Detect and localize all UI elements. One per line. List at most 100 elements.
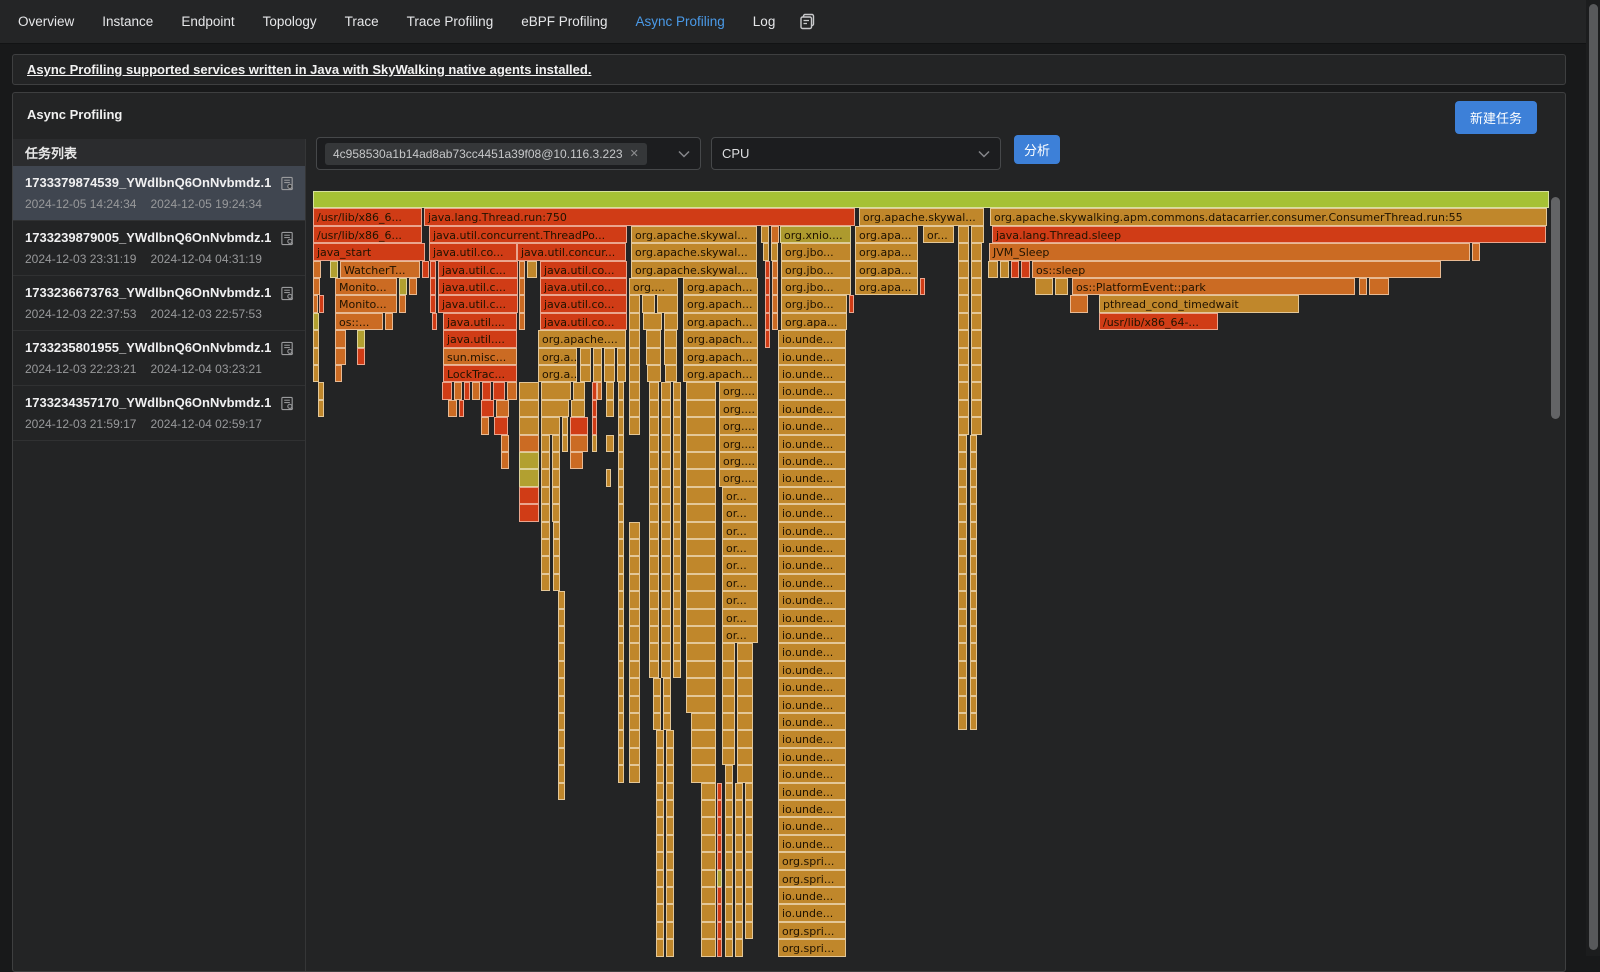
flame-frame[interactable] [701,939,716,956]
flame-frame[interactable] [357,348,365,365]
flame-frame[interactable] [618,382,624,399]
flame-frame[interactable]: org.apach... [683,330,758,347]
flame-frame[interactable] [958,330,969,347]
flame-frame[interactable]: org.spri... [778,939,846,956]
flame-frame[interactable] [725,765,733,782]
flame-frame[interactable] [541,400,569,417]
flame-frame[interactable] [737,713,753,730]
flame-frame[interactable] [666,904,674,921]
flame-frame[interactable] [1070,295,1088,312]
flame-frame[interactable] [618,765,624,782]
flame-frame[interactable] [971,400,982,417]
flame-frame[interactable] [970,504,977,521]
task-detail-icon[interactable] [280,286,295,306]
flame-frame[interactable] [553,556,560,573]
flame-frame[interactable] [558,713,565,730]
flame-frame[interactable] [541,522,550,539]
flame-frame[interactable]: io.unde... [778,382,846,399]
flame-frame[interactable] [661,487,671,504]
flame-frame[interactable] [701,904,716,921]
page-scrollbar[interactable] [1589,4,1598,950]
flame-frame[interactable] [701,800,716,817]
flame-frame[interactable] [604,365,615,382]
task-detail-icon[interactable] [280,396,295,416]
flame-frame[interactable] [1359,278,1367,295]
banner-link[interactable]: Async Profiling supported services writt… [27,62,591,77]
flame-frame[interactable] [399,295,406,312]
flame-frame[interactable] [958,539,967,556]
flame-frame[interactable] [664,348,677,365]
flame-frame[interactable] [725,939,733,956]
flame-frame[interactable] [958,417,969,434]
flame-frame[interactable] [649,539,659,556]
flame-frame[interactable] [553,539,560,556]
flame-frame[interactable] [661,400,671,417]
flame-frame[interactable] [722,661,735,678]
flame-frame[interactable] [673,417,681,434]
flame-frame[interactable] [330,261,338,278]
flame-frame[interactable]: io.unde... [778,591,846,608]
flame-frame[interactable] [1021,261,1030,278]
flame-frame[interactable] [580,365,591,382]
flame-frame[interactable]: or... [722,591,758,608]
flame-frame[interactable] [661,591,671,608]
flame-frame[interactable] [735,922,743,939]
flame-frame[interactable] [958,400,969,417]
flame-frame[interactable] [399,278,407,295]
flame-frame[interactable] [629,539,640,556]
flame-frame[interactable] [958,591,967,608]
flame-frame[interactable] [606,400,614,417]
flame-frame[interactable]: org.apa... [855,261,918,278]
flame-frame[interactable] [970,713,977,730]
flame-frame[interactable] [501,435,509,452]
flame-frame[interactable] [725,904,733,921]
task-list-item[interactable]: 1733379874539_YWdlbnQ6OnNvbmdz.12024-12-… [13,166,305,221]
flame-frame[interactable] [459,400,464,417]
flame-frame[interactable] [701,783,716,800]
flame-frame[interactable]: java.util.co... [540,295,627,312]
flame-frame[interactable] [673,452,681,469]
flame-frame[interactable]: java.lang.Thread.sleep [992,226,1546,243]
flame-frame[interactable]: io.unde... [778,626,846,643]
flame-frame[interactable] [686,661,716,678]
flame-frame[interactable] [618,626,624,643]
flame-frame[interactable] [745,817,753,834]
flame-frame[interactable] [656,870,664,887]
flame-frame[interactable] [656,730,664,747]
flame-frame[interactable] [629,295,640,312]
flame-frame[interactable] [629,330,640,347]
flame-frame[interactable] [772,261,778,278]
flame-frame[interactable] [656,887,664,904]
flame-frame[interactable] [558,643,565,660]
flame-frame[interactable] [653,678,661,695]
flame-frame[interactable]: org.apache.skywal... [859,208,984,225]
flame-frame[interactable] [735,904,743,921]
flame-frame[interactable]: io.unde... [778,817,846,834]
flame-frame[interactable]: org.apa... [855,226,918,243]
flame-frame[interactable] [558,783,565,800]
flame-frame[interactable] [971,365,982,382]
flame-frame[interactable]: org.apach... [683,348,758,365]
flame-frame[interactable]: io.unde... [778,887,846,904]
flame-frame[interactable] [656,817,664,834]
flame-frame[interactable] [958,574,967,591]
flame-frame[interactable] [519,313,525,330]
flame-frame[interactable] [717,835,722,852]
flame-frame[interactable] [618,609,624,626]
flame-frame[interactable] [472,382,480,399]
flame-frame[interactable] [771,243,778,260]
flame-frame[interactable] [649,487,659,504]
flame-frame[interactable]: org.a... [538,348,577,365]
flame-frame[interactable] [656,783,664,800]
flame-frame[interactable] [629,730,640,747]
flame-frame[interactable] [958,452,967,469]
flame-frame[interactable] [558,765,565,782]
flame-frame[interactable] [606,382,614,399]
flame-frame[interactable] [958,295,969,312]
flame-frame[interactable] [1055,278,1068,295]
flame-frame[interactable] [958,365,969,382]
flame-frame[interactable] [656,800,664,817]
flame-frame[interactable] [663,696,671,713]
flame-frame[interactable] [618,678,624,695]
flame-frame[interactable]: org.spri... [778,922,846,939]
